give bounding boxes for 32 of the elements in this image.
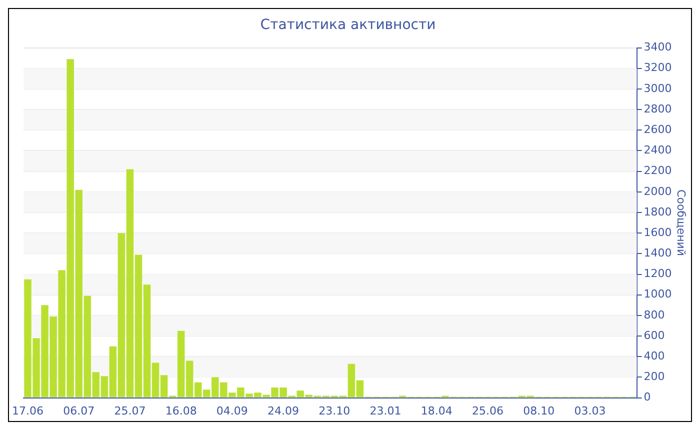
x-tick-label: 16.08 — [165, 404, 197, 418]
y2-tick-label: 200 — [644, 370, 665, 384]
y2-tick-label: 2200 — [644, 164, 672, 178]
y2-tick-label: 1000 — [644, 288, 672, 301]
x-tick-label: 23.01 — [370, 404, 402, 418]
y2-tick-label: 800 — [644, 308, 665, 322]
x-tick-label: 23.10 — [318, 404, 350, 418]
y2-tick-label: 0 — [644, 390, 651, 404]
y2-tick-label: 1200 — [644, 267, 672, 280]
x-tick-label: 25.06 — [472, 404, 504, 418]
x-tick-label: 25.07 — [114, 404, 146, 418]
y2-tick-label: 1800 — [644, 205, 672, 218]
chart-title: Статистика активности — [260, 17, 436, 34]
x-tick-label: 17.06 — [12, 404, 44, 418]
x-tick-label: 04.09 — [216, 404, 248, 418]
x-tick-label: 08.10 — [523, 404, 555, 418]
x-tick-label: 06.07 — [63, 404, 95, 418]
y2-axis-title: Сообщений — [674, 190, 688, 256]
y2-tick-label: 3000 — [644, 82, 672, 95]
y2-tick-label: 1400 — [644, 246, 672, 260]
x-tick-label: 03.03 — [574, 404, 606, 418]
y2-tick-label: 400 — [644, 349, 665, 362]
y2-tick-label: 3200 — [644, 61, 672, 74]
y2-tick-label: 2600 — [644, 123, 672, 136]
y2-tick-label: 600 — [644, 328, 665, 342]
y2-tick-label: 3400 — [644, 40, 672, 54]
y2-tick-label: 2000 — [644, 184, 672, 198]
x-tick-label: 24.09 — [268, 404, 300, 418]
x-tick-label: 18.04 — [420, 404, 452, 418]
y2-tick-label: 2400 — [644, 144, 672, 157]
y2-tick-label: 1600 — [644, 226, 672, 239]
y2-tick-label: 2800 — [644, 102, 672, 116]
